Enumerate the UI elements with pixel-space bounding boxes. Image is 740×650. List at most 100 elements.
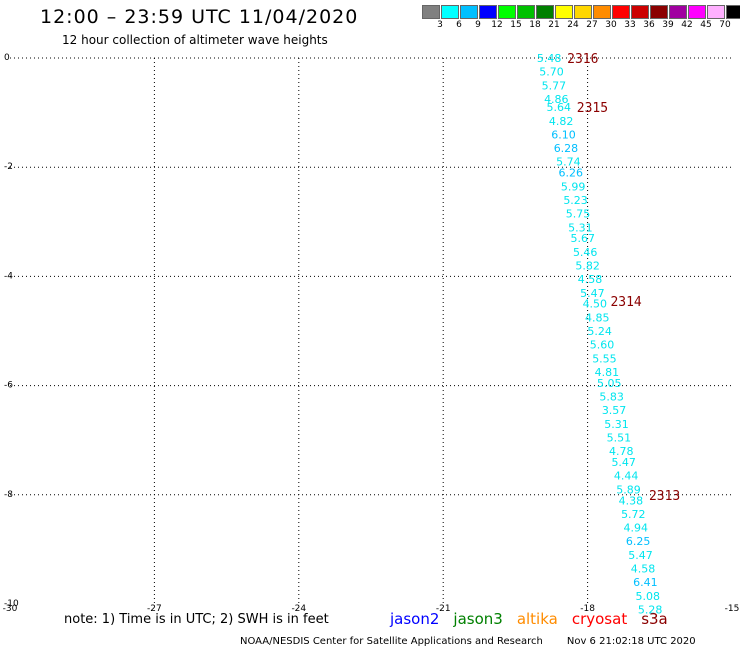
wave-height-label: 5.72 [621, 508, 646, 521]
generated-timestamp: Nov 6 21:02:18 UTC 2020 [566, 636, 696, 647]
legend-tick-label: 70 [719, 20, 731, 30]
time-label: 2316 [567, 52, 598, 67]
legend-tick-label: 6 [456, 20, 462, 30]
wave-height-label: 5.08 [636, 590, 661, 603]
legend-swatch [669, 5, 687, 19]
wave-height-label: 5.89 [616, 483, 641, 496]
satellite-altika: altika [516, 610, 558, 628]
legend-tick-label: 30 [605, 20, 617, 30]
wave-height-label: 4.58 [578, 273, 603, 286]
y-tick-label: -6 [4, 381, 13, 391]
legend-swatch [441, 5, 459, 19]
legend-swatch [631, 5, 649, 19]
wave-height-label: 6.41 [633, 576, 658, 589]
wave-height-label: 6.28 [554, 142, 579, 155]
legend-tick-label: 21 [548, 20, 560, 30]
y-tick-label: 0 [4, 53, 10, 63]
wave-height-label: 5.51 [607, 431, 632, 444]
legend-tick-label: 42 [681, 20, 693, 30]
wave-height-label: 5.48 [537, 52, 562, 65]
wave-height-label: 5.64 [546, 101, 571, 114]
satellite-s3a: s3a [641, 610, 668, 628]
legend-swatch [612, 5, 630, 19]
legend-swatch [555, 5, 573, 19]
time-label: 2313 [649, 489, 680, 504]
wave-height-label: 4.85 [585, 311, 610, 324]
wave-height-label: 5.24 [587, 325, 612, 338]
legend-swatch [688, 5, 706, 19]
legend-swatch [707, 5, 725, 19]
wave-height-label: 4.81 [595, 366, 620, 379]
time-label: 2315 [577, 101, 608, 116]
footnote: note: 1) Time is in UTC; 2) SWH is in fe… [64, 612, 329, 627]
wave-height-label: 4.86 [544, 93, 569, 106]
x-tick-label: -24 [291, 604, 306, 614]
wave-height-label: 5.77 [542, 79, 567, 92]
legend-swatch [422, 5, 440, 19]
legend-tick-label: 3 [437, 20, 443, 30]
time-label: 2314 [610, 295, 641, 310]
wave-height-label: 5.47 [611, 456, 636, 469]
satellite-jason2: jason2 [390, 610, 440, 628]
y-tick-label: -8 [4, 490, 13, 500]
wave-height-label: 5.74 [556, 156, 581, 169]
x-tick-label: -18 [580, 604, 595, 614]
legend-swatch [650, 5, 668, 19]
legend-swatches [422, 5, 740, 19]
legend-tick-label: 15 [510, 20, 522, 30]
wave-height-label: 5.55 [592, 352, 617, 365]
wave-height-label: 5.99 [561, 180, 586, 193]
wave-height-label: 4.50 [583, 298, 608, 311]
y-tick-label: -10 [4, 599, 19, 609]
y-tick-label: -4 [4, 271, 13, 281]
satellite-jason3: jason3 [453, 610, 503, 628]
wave-height-label: 5.82 [575, 259, 600, 272]
wave-height-label: 5.23 [563, 194, 588, 207]
legend-swatch [498, 5, 516, 19]
wave-height-label: 4.78 [609, 445, 634, 458]
legend-tick-label: 27 [586, 20, 598, 30]
wave-height-label: 5.05 [597, 377, 622, 390]
legend-swatch [726, 5, 740, 19]
legend-swatch [479, 5, 497, 19]
chart-title: 12:00 – 23:59 UTC 11/04/2020 [40, 6, 359, 28]
satellite-cryosat: cryosat [571, 610, 628, 628]
legend-swatch [460, 5, 478, 19]
wave-height-label: 6.25 [626, 535, 651, 548]
legend-tick-label: 24 [567, 20, 579, 30]
wave-height-label: 5.75 [566, 208, 591, 221]
credit-text: NOAA/NESDIS Center for Satellite Applica… [240, 636, 543, 647]
wave-height-label: 4.94 [623, 522, 648, 535]
wave-height-label: 6.10 [551, 128, 576, 141]
chart-subtitle: 12 hour collection of altimeter wave hei… [62, 33, 328, 47]
wave-height-label: 5.70 [539, 66, 564, 79]
y-tick-label: -2 [4, 162, 13, 172]
legend-swatch [517, 5, 535, 19]
x-tick-label: -15 [725, 604, 740, 614]
legend-swatch [536, 5, 554, 19]
x-tick-label: -30 [3, 604, 18, 614]
legend-tick-label: 12 [491, 20, 503, 30]
wave-height-label: 4.44 [614, 470, 639, 483]
wave-height-label: 5.31 [604, 418, 629, 431]
legend-tick-label: 18 [529, 20, 541, 30]
wave-height-label: 5.46 [573, 246, 598, 259]
wave-height-label: 5.47 [580, 287, 605, 300]
credit-line: NOAA/NESDIS Center for Satellite Applica… [240, 636, 696, 647]
legend-tick-label: 9 [475, 20, 481, 30]
wave-height-label: 3.57 [602, 404, 627, 417]
wave-height-label: 4.38 [619, 494, 644, 507]
satellite-legend: jason2 jason3 altika cryosat s3a [390, 610, 668, 628]
x-tick-label: -27 [147, 604, 162, 614]
legend-tick-label: 45 [700, 20, 712, 30]
x-tick-label: -21 [436, 604, 451, 614]
wave-height-label: 5.67 [571, 232, 596, 245]
wave-height-label: 5.83 [599, 391, 624, 404]
legend-swatch [574, 5, 592, 19]
wave-height-label: 6.26 [559, 167, 584, 180]
legend-tick-label: 36 [643, 20, 655, 30]
wave-height-label: 4.58 [631, 563, 656, 576]
